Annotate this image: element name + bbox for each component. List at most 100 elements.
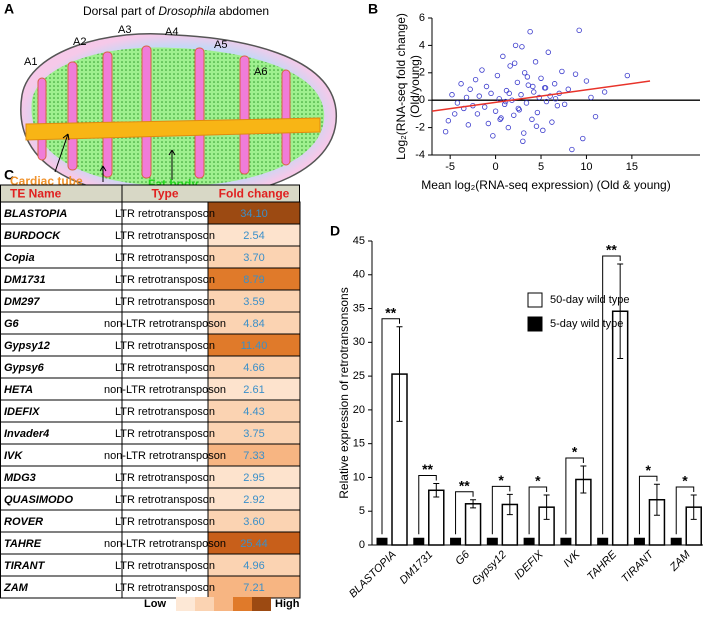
- y-tick-label: -4: [415, 149, 425, 161]
- point: [527, 29, 533, 35]
- significance-bracket: [565, 457, 584, 535]
- x-tick-label: 0: [493, 161, 499, 173]
- point: [488, 90, 494, 97]
- te-type: LTR retrotransposon: [115, 516, 215, 528]
- x-tick-label: IVK: [561, 548, 582, 569]
- point: [533, 123, 540, 129]
- fold-change: 4.84: [243, 318, 264, 330]
- point: [588, 94, 594, 101]
- significance-bracket: [602, 255, 621, 535]
- point: [583, 78, 590, 84]
- fold-change: 3.75: [243, 428, 264, 440]
- significance-bracket: [455, 491, 474, 535]
- point: [511, 112, 517, 118]
- x-tick-label: 15: [626, 161, 638, 173]
- segment-label: A1: [24, 56, 37, 68]
- point: [515, 105, 522, 112]
- te-type: non-LTR retrotransposon: [104, 318, 226, 330]
- significance-bracket: [418, 475, 437, 535]
- bar: [376, 537, 388, 546]
- point: [525, 82, 531, 88]
- te-name: G6: [4, 318, 20, 330]
- point: [624, 72, 631, 79]
- te-type: LTR retrotransposon: [115, 362, 215, 374]
- fold-change: 3.70: [243, 252, 264, 264]
- te-name: TIRANT: [4, 560, 46, 572]
- x-tick-label: DM1731: [397, 549, 435, 587]
- x-tick-label: TIRANT: [619, 548, 656, 585]
- te-type: LTR retrotransposon: [115, 560, 215, 572]
- x-tick-label: BLASTOPIA: [347, 549, 399, 601]
- te-name: Gypsy6: [4, 362, 45, 374]
- point: [479, 67, 485, 73]
- point: [561, 101, 568, 108]
- table-header: Type: [151, 187, 178, 201]
- point: [507, 63, 513, 69]
- y-tick-label: 0: [359, 539, 365, 551]
- te-type: LTR retrotransposon: [115, 428, 215, 440]
- significance-bracket: [675, 486, 695, 535]
- panel-label: B: [368, 1, 378, 17]
- te-name: Invader4: [4, 428, 49, 440]
- point: [592, 113, 599, 120]
- fold-change: 4.43: [243, 406, 264, 418]
- point: [467, 86, 473, 92]
- significance: *: [645, 462, 651, 478]
- bar: [486, 537, 498, 546]
- legend-label: 50-day wild type: [550, 294, 630, 306]
- point: [601, 89, 608, 95]
- fold-change: 2.92: [243, 494, 264, 506]
- te-type: LTR retrotransposon: [115, 472, 215, 484]
- fold-change: 25.44: [240, 538, 268, 550]
- legend-swatch: [527, 316, 543, 332]
- segment-label: A3: [118, 24, 131, 36]
- point: [463, 94, 470, 101]
- y-tick-label: 20: [353, 404, 365, 416]
- error-bar: [506, 493, 513, 516]
- point: [516, 107, 522, 113]
- point: [542, 85, 549, 91]
- error-bar: [470, 499, 477, 509]
- x-tick-label: IDEFIX: [512, 548, 546, 582]
- x-axis-label: Mean log₂(RNA-seq expression) (Old & you…: [421, 178, 670, 192]
- point: [523, 100, 530, 106]
- point: [442, 129, 449, 135]
- te-name: TAHRE: [4, 538, 42, 550]
- bar: [633, 537, 645, 546]
- te-name: ROVER: [4, 516, 43, 528]
- significance: **: [385, 304, 396, 320]
- point: [476, 93, 482, 99]
- point: [497, 116, 503, 123]
- point: [580, 135, 586, 142]
- fold-change: 4.96: [243, 560, 264, 572]
- te-name: ZAM: [3, 582, 29, 594]
- panel-label: A: [4, 1, 14, 17]
- te-type: LTR retrotransposon: [115, 230, 215, 242]
- point: [530, 83, 536, 90]
- significance: *: [572, 444, 578, 460]
- te-name: Copia: [4, 252, 35, 264]
- legend-label: 5-day wild type: [550, 318, 623, 330]
- x-tick-label: Gypsy12: [470, 549, 509, 588]
- point: [576, 27, 582, 34]
- x-tick-label: 5: [538, 161, 544, 173]
- y-tick-label: 0: [419, 94, 425, 106]
- bar: [670, 537, 682, 546]
- point: [500, 53, 506, 60]
- fold-change: 7.21: [243, 582, 264, 594]
- scale-swatch: [214, 597, 233, 611]
- y-tick-label: 35: [353, 302, 365, 314]
- point: [483, 83, 490, 90]
- table-panel: TE Name Type Fold change BLASTOPIA LTR retro…: [0, 184, 301, 611]
- significance: *: [535, 473, 541, 489]
- te-type: LTR retrotransposon: [115, 296, 215, 308]
- segment-label: A4: [165, 26, 178, 38]
- point: [511, 60, 518, 66]
- te-name: HETA: [4, 384, 33, 396]
- point: [445, 118, 452, 124]
- te-name: MDG3: [4, 472, 36, 484]
- segment-label: A2: [73, 36, 86, 48]
- point: [554, 102, 561, 109]
- point: [494, 72, 501, 79]
- segment-label: A5: [214, 39, 227, 51]
